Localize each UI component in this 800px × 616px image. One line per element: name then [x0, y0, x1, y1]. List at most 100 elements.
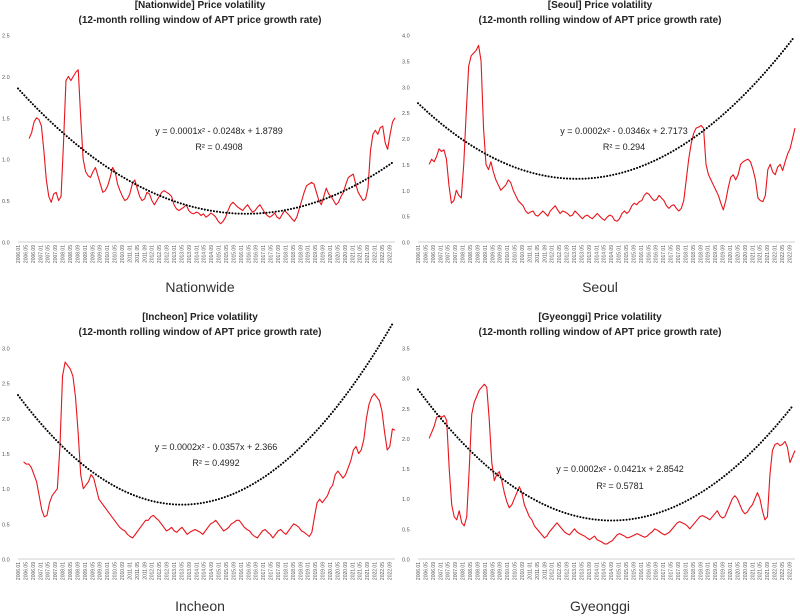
y-tick-label: 2.5 — [2, 382, 10, 388]
x-tick-label: 2012.09 — [165, 245, 171, 263]
x-tick-label: 2013.05 — [179, 562, 185, 580]
y-tick-label: 2.0 — [2, 75, 10, 81]
x-tick-label: 2006.01 — [416, 562, 422, 580]
y-tick-label: 0.0 — [402, 558, 410, 564]
x-tick-label: 2015.01 — [217, 562, 223, 580]
x-tick-label: 2014.01 — [194, 562, 200, 580]
trend-line — [17, 321, 395, 506]
x-tick-label: 2016.09 — [254, 562, 260, 580]
x-tick-label: 2010.05 — [513, 245, 519, 263]
x-tick-label: 2022.05 — [780, 245, 786, 263]
x-tick-label: 2018.01 — [283, 245, 289, 263]
x-tick-label: 2013.09 — [587, 562, 593, 580]
x-tick-label: 2011.09 — [142, 562, 148, 580]
region-label: Nationwide — [165, 279, 235, 295]
x-tick-label: 2012.01 — [150, 562, 156, 580]
x-tick-label: 2015.05 — [224, 562, 230, 580]
x-tick-label: 2010.09 — [120, 245, 126, 263]
x-tick-label: 2014.09 — [209, 562, 215, 580]
x-tick-label: 2010.01 — [105, 562, 111, 580]
x-tick-label: 2015.05 — [624, 562, 630, 580]
x-tick-label: 2017.05 — [269, 245, 275, 263]
x-tick-label: 2016.01 — [239, 245, 245, 263]
x-tick-label: 2017.01 — [661, 245, 667, 263]
x-tick-label: 2011.01 — [127, 245, 133, 263]
x-tick-label: 2019.05 — [713, 562, 719, 580]
x-tick-label: 2022.01 — [773, 245, 779, 263]
x-tick-label: 2017.01 — [261, 245, 267, 263]
y-tick-label: 1.5 — [402, 163, 410, 169]
x-tick-label: 2011.05 — [135, 562, 141, 580]
x-tick-label: 2020.05 — [335, 562, 341, 580]
x-tick-label: 2020.05 — [735, 245, 741, 263]
x-tick-label: 2008.09 — [75, 245, 81, 263]
series-line — [28, 69, 396, 225]
x-tick-label: 2016.09 — [654, 562, 660, 580]
x-tick-label: 2018.05 — [691, 245, 697, 263]
x-tick-label: 2010.05 — [513, 562, 519, 580]
x-tick-label: 2008.05 — [468, 245, 474, 263]
x-tick-label: 2009.09 — [498, 245, 504, 263]
x-tick-label: 2011.05 — [535, 562, 541, 580]
x-tick-label: 2018.05 — [291, 245, 297, 263]
x-tick-label: 2014.05 — [202, 562, 208, 580]
x-tick-label: 2021.09 — [765, 562, 771, 580]
x-tick-label: 2007.05 — [46, 245, 52, 263]
x-tick-label: 2015.01 — [217, 245, 223, 263]
region-label: Seoul — [582, 279, 618, 295]
x-tick-label: 2013.01 — [572, 562, 578, 580]
x-tick-label: 2021.09 — [365, 562, 371, 580]
x-tick-label: 2016.01 — [639, 245, 645, 263]
x-tick-label: 2008.09 — [475, 562, 481, 580]
y-tick-label: 2.5 — [402, 111, 410, 117]
trend-equation: y = 0.0002x² - 0.0357x + 2.366 — [155, 442, 278, 452]
x-tick-label: 2006.01 — [16, 562, 22, 580]
x-tick-label: 2021.01 — [750, 245, 756, 263]
x-tick-label: 2020.05 — [335, 245, 341, 263]
x-tick-label: 2021.05 — [758, 245, 764, 263]
x-tick-label: 2009.01 — [83, 562, 89, 580]
x-tick-label: 2008.09 — [75, 562, 81, 580]
x-tick-label: 2017.09 — [276, 562, 282, 580]
x-tick-label: 2006.05 — [423, 245, 429, 263]
x-tick-label: 2018.09 — [698, 245, 704, 263]
x-tick-label: 2011.09 — [542, 245, 548, 263]
x-tick-label: 2010.09 — [120, 562, 126, 580]
x-tick-label: 2020.09 — [743, 245, 749, 263]
x-tick-label: 2017.05 — [269, 562, 275, 580]
x-tick-label: 2008.05 — [68, 245, 74, 263]
y-tick-label: 0.0 — [402, 241, 410, 247]
trend-line — [17, 87, 395, 215]
x-tick-label: 2021.09 — [365, 245, 371, 263]
x-tick-label: 2010.09 — [520, 562, 526, 580]
x-tick-label: 2007.01 — [438, 245, 444, 263]
x-tick-label: 2010.01 — [505, 562, 511, 580]
x-tick-label: 2007.05 — [446, 562, 452, 580]
x-tick-label: 2015.01 — [617, 562, 623, 580]
x-tick-label: 2007.09 — [453, 562, 459, 580]
x-tick-label: 2019.09 — [321, 562, 327, 580]
series-line — [23, 361, 396, 539]
y-tick-label: 4.0 — [402, 34, 410, 40]
x-tick-label: 2014.01 — [594, 245, 600, 263]
x-tick-label: 2016.09 — [654, 245, 660, 263]
x-tick-label: 2009.05 — [90, 562, 96, 580]
x-tick-label: 2007.09 — [53, 245, 59, 263]
x-tick-label: 2006.09 — [31, 562, 37, 580]
x-tick-label: 2012.09 — [565, 562, 571, 580]
x-tick-label: 2018.05 — [291, 562, 297, 580]
x-tick-label: 2022.05 — [780, 562, 786, 580]
x-tick-label: 2010.09 — [520, 245, 526, 263]
x-tick-label: 2019.01 — [306, 245, 312, 263]
x-tick-label: 2017.01 — [261, 562, 267, 580]
x-tick-label: 2015.09 — [631, 245, 637, 263]
y-tick-label: 2.0 — [2, 417, 10, 423]
x-tick-label: 2014.05 — [602, 562, 608, 580]
x-tick-label: 2021.01 — [350, 245, 356, 263]
chart-title-line1: [Incheon] Price volatility — [142, 312, 258, 323]
x-tick-label: 2006.05 — [23, 245, 29, 263]
x-tick-label: 2014.09 — [609, 245, 615, 263]
chart-title-line1: [Nationwide] Price volatility — [134, 0, 266, 11]
x-tick-label: 2021.05 — [758, 562, 764, 580]
